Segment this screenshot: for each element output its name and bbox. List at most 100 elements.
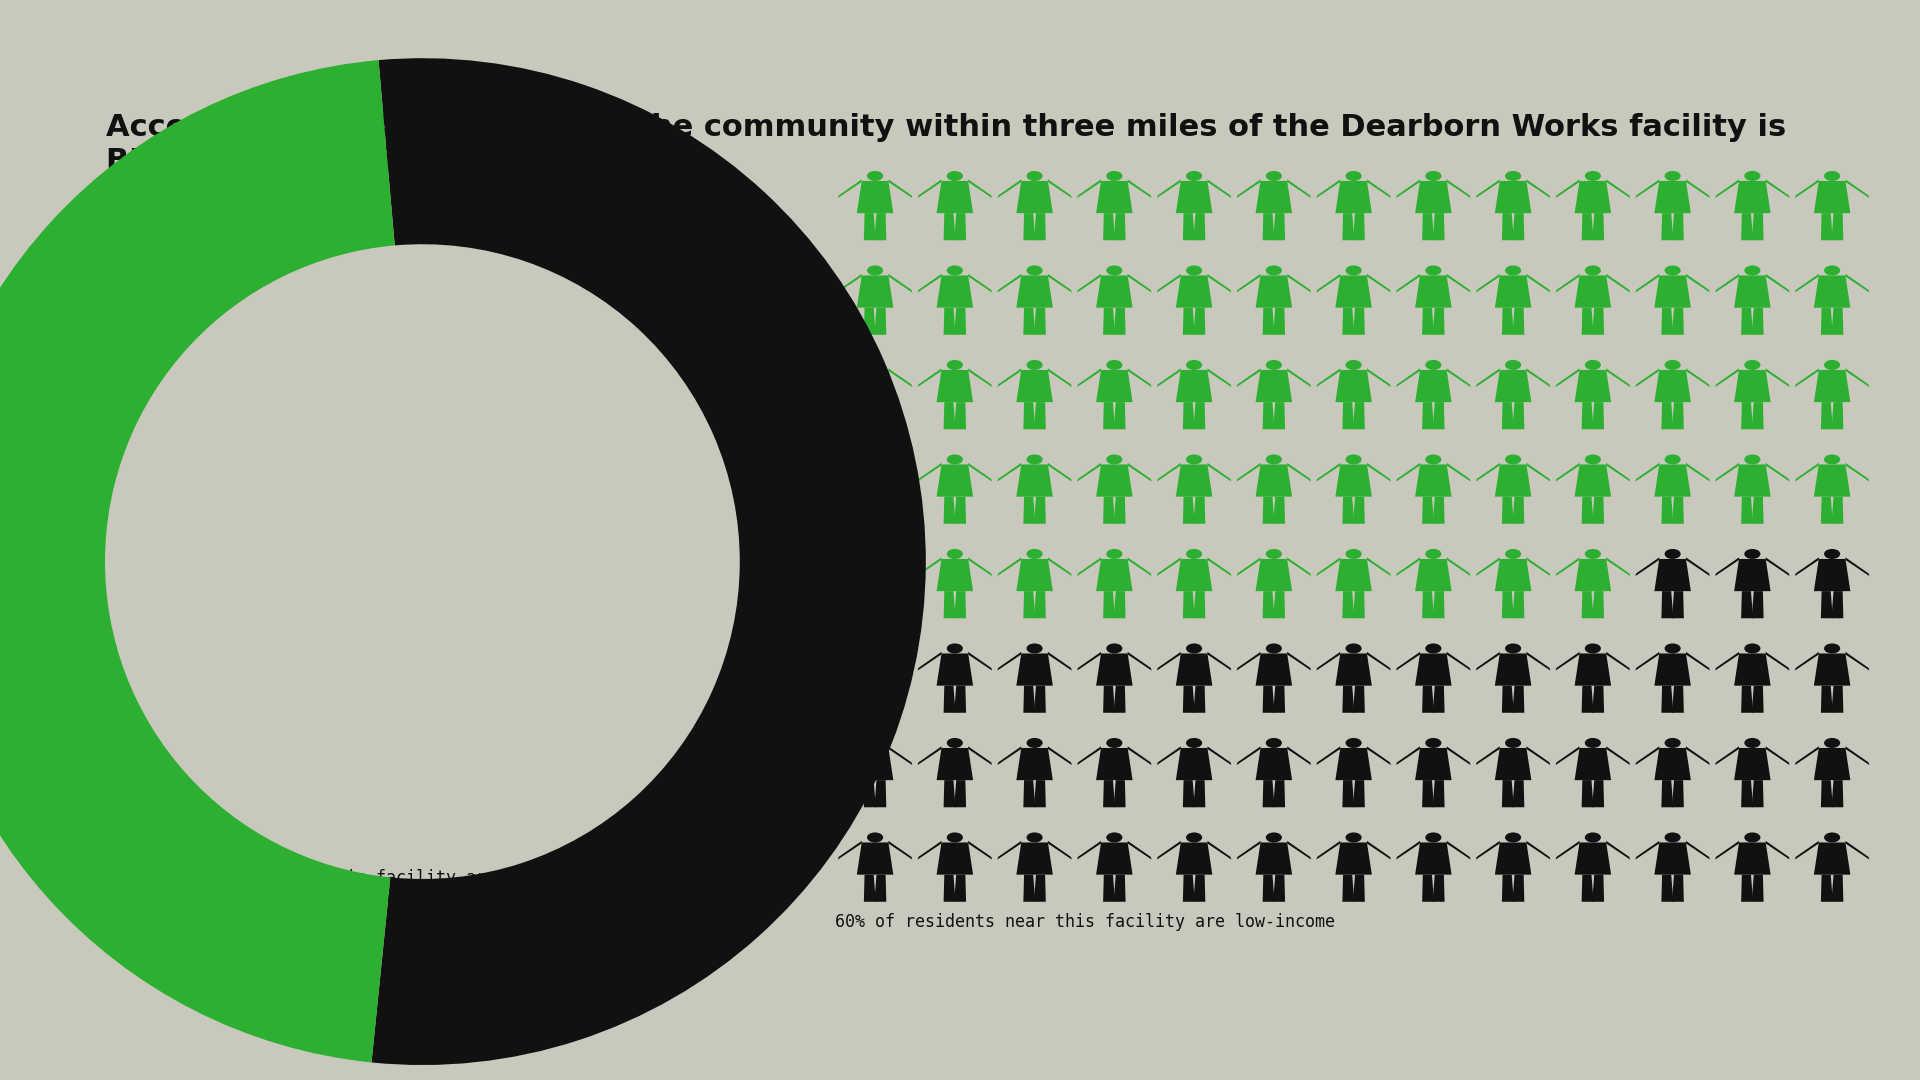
Polygon shape bbox=[918, 746, 941, 765]
Ellipse shape bbox=[1665, 360, 1680, 370]
Polygon shape bbox=[889, 274, 912, 293]
Polygon shape bbox=[1114, 780, 1125, 807]
Polygon shape bbox=[1127, 179, 1152, 198]
Ellipse shape bbox=[1027, 833, 1043, 842]
Ellipse shape bbox=[1824, 360, 1839, 370]
Polygon shape bbox=[943, 308, 956, 335]
Polygon shape bbox=[1574, 559, 1611, 591]
Polygon shape bbox=[1236, 463, 1261, 482]
Polygon shape bbox=[996, 841, 1021, 860]
Polygon shape bbox=[1354, 308, 1365, 335]
Polygon shape bbox=[1636, 746, 1659, 765]
Polygon shape bbox=[1016, 464, 1052, 497]
Polygon shape bbox=[1194, 875, 1206, 902]
Polygon shape bbox=[968, 841, 993, 860]
Polygon shape bbox=[1183, 308, 1194, 335]
Polygon shape bbox=[1766, 841, 1789, 860]
Polygon shape bbox=[1158, 652, 1181, 671]
Polygon shape bbox=[1766, 557, 1789, 576]
Polygon shape bbox=[1367, 746, 1390, 765]
Polygon shape bbox=[1016, 748, 1052, 780]
Polygon shape bbox=[1845, 557, 1870, 576]
Polygon shape bbox=[1415, 559, 1452, 591]
Ellipse shape bbox=[1505, 549, 1521, 559]
Polygon shape bbox=[1686, 652, 1711, 671]
Polygon shape bbox=[1236, 652, 1261, 671]
Ellipse shape bbox=[1265, 266, 1283, 275]
Polygon shape bbox=[1574, 842, 1611, 875]
Polygon shape bbox=[1104, 875, 1116, 902]
Polygon shape bbox=[1592, 875, 1603, 902]
Ellipse shape bbox=[1027, 644, 1043, 653]
Polygon shape bbox=[1661, 213, 1674, 240]
Ellipse shape bbox=[1665, 738, 1680, 748]
Polygon shape bbox=[1446, 274, 1471, 293]
Polygon shape bbox=[856, 370, 893, 402]
Polygon shape bbox=[1127, 274, 1152, 293]
Polygon shape bbox=[1715, 368, 1740, 387]
Ellipse shape bbox=[1187, 644, 1202, 653]
Polygon shape bbox=[1832, 213, 1843, 240]
Ellipse shape bbox=[1346, 738, 1361, 748]
Polygon shape bbox=[1236, 368, 1261, 387]
Ellipse shape bbox=[1425, 549, 1442, 559]
Polygon shape bbox=[968, 274, 993, 293]
Polygon shape bbox=[1845, 179, 1870, 198]
Polygon shape bbox=[937, 275, 973, 308]
Polygon shape bbox=[1158, 463, 1181, 482]
Polygon shape bbox=[1023, 213, 1035, 240]
Polygon shape bbox=[1655, 653, 1692, 686]
Polygon shape bbox=[1661, 686, 1674, 713]
Ellipse shape bbox=[1743, 266, 1761, 275]
Polygon shape bbox=[1286, 746, 1311, 765]
Polygon shape bbox=[1077, 463, 1100, 482]
Polygon shape bbox=[1016, 370, 1052, 402]
Polygon shape bbox=[954, 875, 966, 902]
Polygon shape bbox=[1033, 780, 1046, 807]
Polygon shape bbox=[1655, 370, 1692, 402]
Polygon shape bbox=[1845, 463, 1870, 482]
Polygon shape bbox=[1636, 463, 1659, 482]
Polygon shape bbox=[889, 463, 912, 482]
Polygon shape bbox=[1183, 402, 1194, 429]
Polygon shape bbox=[1396, 841, 1421, 860]
Polygon shape bbox=[1334, 275, 1373, 308]
Polygon shape bbox=[1183, 497, 1194, 524]
Polygon shape bbox=[1432, 780, 1444, 807]
Polygon shape bbox=[1734, 464, 1770, 497]
Polygon shape bbox=[1077, 179, 1100, 198]
Ellipse shape bbox=[1505, 266, 1521, 275]
Polygon shape bbox=[889, 746, 912, 765]
Wedge shape bbox=[0, 60, 396, 1063]
Polygon shape bbox=[1734, 559, 1770, 591]
Polygon shape bbox=[1672, 213, 1684, 240]
Polygon shape bbox=[1342, 308, 1354, 335]
Polygon shape bbox=[1236, 179, 1261, 198]
Polygon shape bbox=[1048, 368, 1071, 387]
Ellipse shape bbox=[947, 738, 964, 748]
Polygon shape bbox=[1832, 591, 1843, 618]
Polygon shape bbox=[1127, 746, 1152, 765]
Polygon shape bbox=[1023, 402, 1035, 429]
Polygon shape bbox=[954, 780, 966, 807]
Polygon shape bbox=[856, 464, 893, 497]
Polygon shape bbox=[1582, 686, 1594, 713]
Polygon shape bbox=[1396, 463, 1421, 482]
Polygon shape bbox=[874, 591, 887, 618]
Polygon shape bbox=[1114, 591, 1125, 618]
Polygon shape bbox=[1741, 402, 1753, 429]
Polygon shape bbox=[1672, 686, 1684, 713]
Polygon shape bbox=[1354, 591, 1365, 618]
Polygon shape bbox=[1077, 746, 1100, 765]
Polygon shape bbox=[1183, 686, 1194, 713]
Polygon shape bbox=[1715, 463, 1740, 482]
Polygon shape bbox=[918, 652, 941, 671]
Polygon shape bbox=[1104, 402, 1116, 429]
Polygon shape bbox=[1263, 213, 1275, 240]
Polygon shape bbox=[1607, 179, 1630, 198]
Polygon shape bbox=[1672, 402, 1684, 429]
Polygon shape bbox=[1734, 748, 1770, 780]
Polygon shape bbox=[1175, 181, 1212, 213]
Polygon shape bbox=[1033, 497, 1046, 524]
Polygon shape bbox=[1423, 875, 1434, 902]
